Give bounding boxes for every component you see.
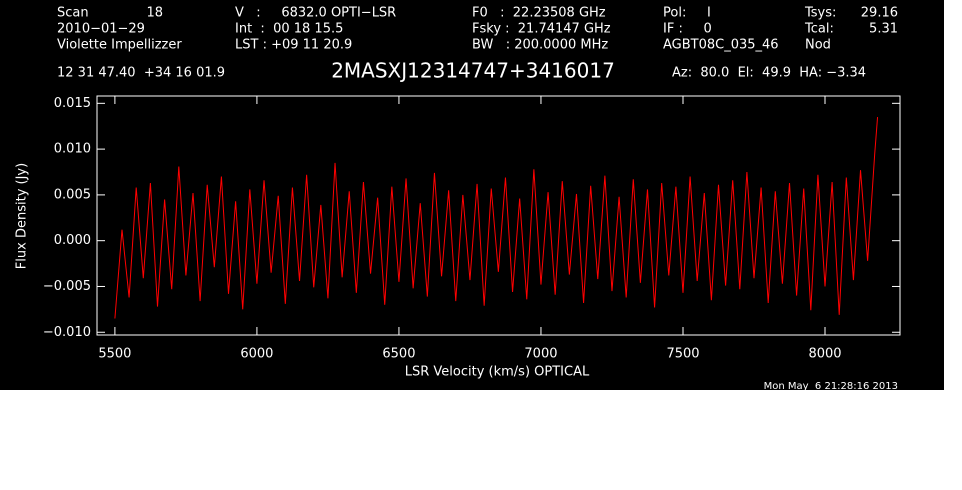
header-text: IF : 0	[663, 22, 712, 37]
header-text: LST : +09 11 20.9	[235, 38, 352, 53]
timestamp: Mon May 6 21:28:16 2013	[764, 381, 898, 392]
y-tick-label: −0.010	[43, 325, 91, 340]
header-text: Az: 80.0 El: 49.9 HA: −3.34	[672, 66, 866, 81]
x-tick-label: 7500	[666, 347, 699, 362]
x-tick-label: 6500	[382, 347, 415, 362]
x-tick-label: 8000	[808, 347, 841, 362]
x-tick-label: 7000	[524, 347, 557, 362]
header-text: Int : 00 18 15.5	[235, 22, 343, 37]
header-text: Nod	[805, 38, 831, 53]
header-text: 5.31	[869, 22, 898, 37]
header-text: 2010−01−29	[57, 22, 145, 37]
header-text: 12 31 47.40 +34 16 01.9	[57, 66, 225, 81]
spectrum-line	[114, 117, 879, 319]
header-text: Violette Impellizzer	[57, 38, 182, 53]
header-text: BW : 200.0000 MHz	[472, 38, 608, 53]
header-text: Fsky : 21.74147 GHz	[472, 22, 611, 37]
plot-frame	[96, 95, 901, 336]
header-text: AGBT08C_035_46	[663, 38, 779, 53]
header-text: Pol: I	[663, 6, 711, 21]
chart-title: 2MASXJ12314747+3416017	[331, 59, 615, 83]
header-text: Tcal:	[804, 22, 834, 37]
y-axis-label: Flux Density (Jy)	[15, 163, 30, 269]
header-text: V : 6832.0 OPTI−LSR	[235, 6, 396, 21]
x-tick-label: 5500	[98, 347, 131, 362]
header-text: 18	[146, 6, 163, 21]
plot-background	[0, 0, 944, 390]
header-text: Scan	[57, 6, 89, 21]
y-tick-label: 0.005	[54, 187, 91, 202]
x-axis-label: LSR Velocity (km/s) OPTICAL	[405, 365, 590, 380]
header-text: F0 : 22.23508 GHz	[472, 6, 606, 21]
x-tick-label: 6000	[240, 347, 273, 362]
y-tick-label: 0.010	[54, 142, 91, 157]
header-text: 29.16	[861, 6, 898, 21]
header-text: Tsys:	[804, 6, 836, 21]
y-tick-label: −0.005	[43, 279, 91, 294]
y-tick-label: 0.000	[54, 233, 91, 248]
y-tick-label: 0.015	[54, 96, 91, 111]
